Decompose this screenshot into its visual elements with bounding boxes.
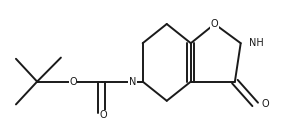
Text: NH: NH [249,38,264,48]
Text: O: O [69,77,77,87]
Text: O: O [211,19,218,29]
Text: O: O [99,110,107,120]
Text: O: O [262,99,269,109]
Text: N: N [129,77,136,87]
